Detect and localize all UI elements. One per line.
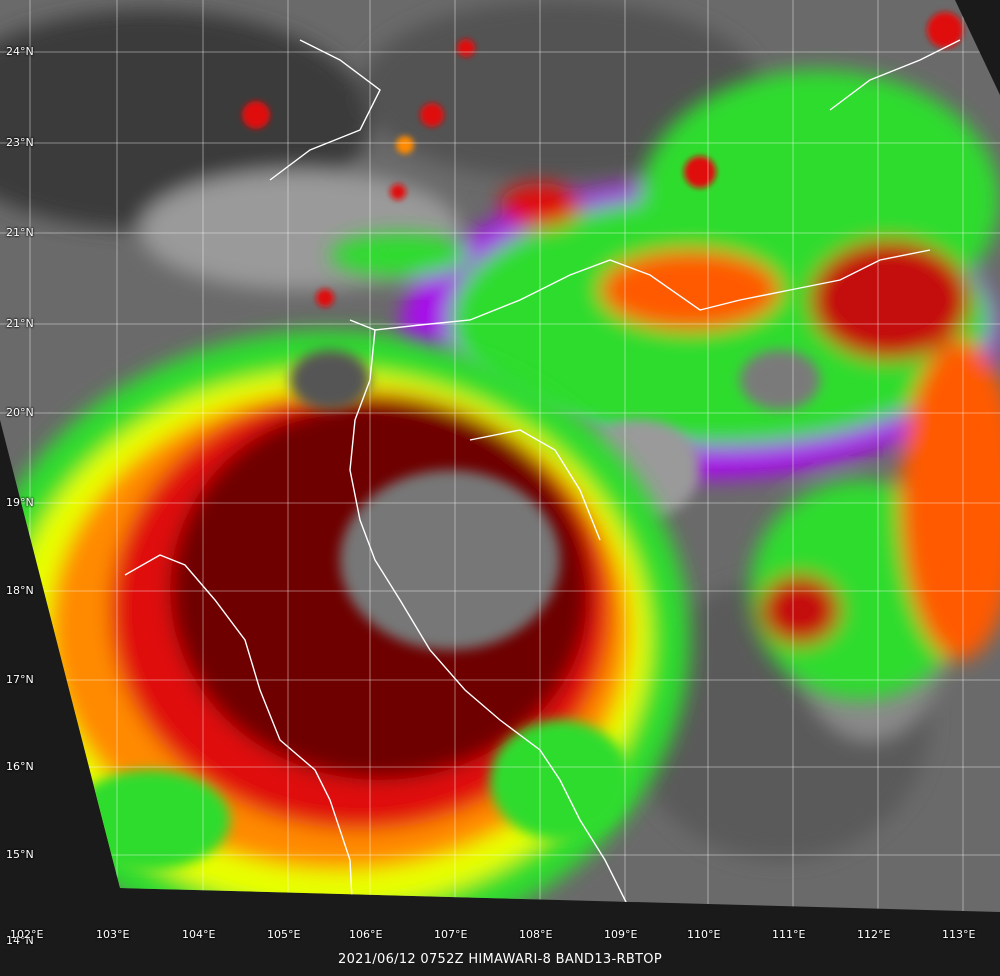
lat-label-23n: 23°N	[6, 136, 34, 149]
lat-label-24n: 24°N	[6, 45, 34, 58]
lon-label-104e: 104°E	[182, 928, 216, 941]
lat-label-17n: 17°N	[6, 673, 34, 686]
lon-label-108e: 108°E	[519, 928, 553, 941]
lat-label-20n: 20°N	[6, 406, 34, 419]
lat-label-21n: 21°N	[6, 226, 34, 239]
lon-label-106e: 106°E	[349, 928, 383, 941]
lat-label-16n: 16°N	[6, 760, 34, 773]
lat-label-21n-lower: 21°N	[6, 317, 34, 330]
lon-label-105e: 105°E	[267, 928, 301, 941]
lon-label-109e: 109°E	[604, 928, 638, 941]
coastlines	[124, 39, 961, 912]
lat-label-14n: 14°N	[6, 934, 34, 947]
lat-label-18n: 18°N	[6, 584, 34, 597]
lat-label-15n: 15°N	[6, 848, 34, 861]
image-caption: 2021/06/12 0752Z HIMAWARI-8 BAND13-RBTOP	[338, 952, 662, 967]
lat-label-19n: 19°N	[6, 496, 34, 509]
lon-label-107e: 107°E	[434, 928, 468, 941]
lon-label-113e: 113°E	[942, 928, 976, 941]
lon-label-103e: 103°E	[96, 928, 130, 941]
lon-label-112e: 112°E	[857, 928, 891, 941]
lon-label-110e: 110°E	[687, 928, 721, 941]
lon-label-102e: 102°E	[10, 928, 44, 941]
lon-label-111e: 111°E	[772, 928, 806, 941]
